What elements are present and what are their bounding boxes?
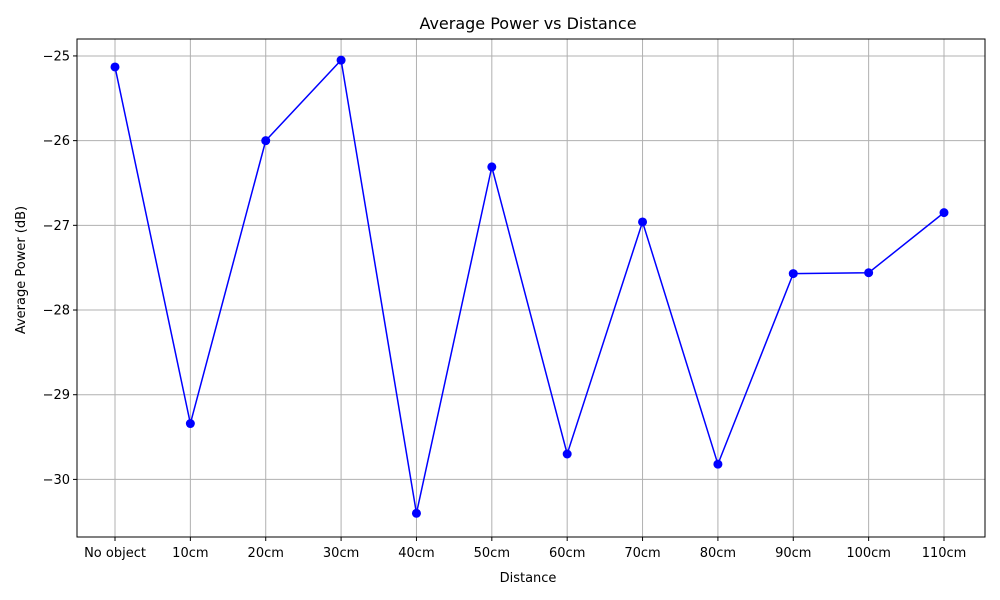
y-tick-label: −26 xyxy=(43,134,70,149)
grid-lines xyxy=(77,39,985,537)
data-point xyxy=(487,162,497,172)
x-axis-ticks: No object 10cm 20cm 30cm 40cm 50cm 60cm 70cm 80c… xyxy=(84,537,966,561)
x-tick-label: No object xyxy=(84,546,146,561)
x-axis-label: Distance xyxy=(500,571,557,586)
x-tick-label: 10cm xyxy=(172,546,208,561)
data-point xyxy=(713,459,723,469)
y-tick-label: −30 xyxy=(43,473,70,488)
x-tick-label: 40cm xyxy=(398,546,434,561)
data-point xyxy=(562,449,572,459)
x-tick-label: 70cm xyxy=(624,546,660,561)
data-point xyxy=(110,62,120,72)
y-axis-ticks: −25 −26 −27 −28 −29 −30 xyxy=(43,49,77,488)
x-tick-label: 110cm xyxy=(922,546,967,561)
data-point xyxy=(261,136,271,146)
x-tick-label: 100cm xyxy=(846,546,891,561)
x-tick-label: 80cm xyxy=(700,546,736,561)
data-point xyxy=(336,55,346,65)
data-point xyxy=(411,508,421,518)
x-tick-label: 30cm xyxy=(323,546,359,561)
y-tick-label: −28 xyxy=(43,304,70,319)
data-point xyxy=(638,217,648,227)
y-tick-label: −25 xyxy=(43,49,70,64)
y-axis-label: Average Power (dB) xyxy=(14,206,29,334)
plot-frame xyxy=(76,38,986,538)
data-point xyxy=(864,268,874,278)
x-tick-label: 60cm xyxy=(549,546,585,561)
chart-title: Average Power vs Distance xyxy=(419,14,636,33)
x-tick-label: 20cm xyxy=(248,546,284,561)
data-point xyxy=(939,208,949,218)
data-point xyxy=(185,419,195,429)
y-tick-label: −27 xyxy=(43,219,70,234)
y-tick-label: −29 xyxy=(43,388,70,403)
series-markers xyxy=(110,55,949,518)
x-tick-label: 90cm xyxy=(775,546,811,561)
series-line xyxy=(114,58,945,514)
x-tick-label: 50cm xyxy=(474,546,510,561)
data-point xyxy=(788,269,798,279)
